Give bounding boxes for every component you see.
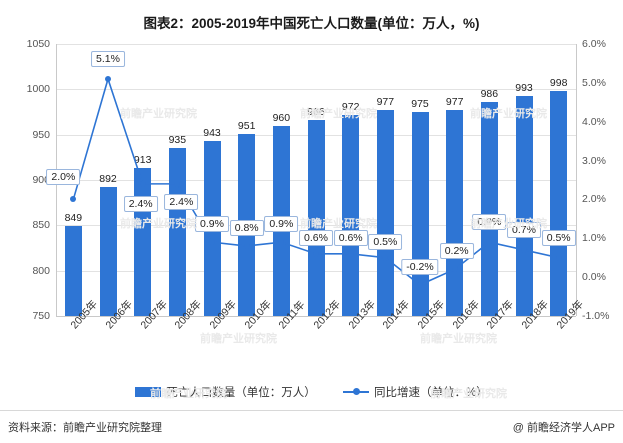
- bar-value-label: 892: [99, 173, 117, 186]
- y-axis-tick-right: -1.0%: [582, 310, 610, 322]
- line-value-callout: 0.9%: [195, 216, 229, 233]
- line-data-point[interactable]: [382, 254, 389, 261]
- bar-value-label: 951: [237, 119, 256, 132]
- bar-value-label: 975: [411, 98, 429, 110]
- line-data-point[interactable]: [105, 75, 111, 82]
- legend-bar-swatch: [135, 387, 162, 397]
- line-value-callout: 0.6%: [299, 229, 333, 246]
- bar[interactable]: [480, 102, 498, 316]
- footer-divider: [0, 410, 623, 411]
- y-axis-tick-left: 900: [32, 174, 50, 186]
- watermark: 前瞻产业研究院: [200, 333, 277, 345]
- line-data-point[interactable]: [521, 246, 527, 253]
- line-value-callout: 0.9%: [264, 216, 299, 233]
- y-axis-right: [576, 44, 577, 316]
- gridline: [56, 89, 576, 91]
- line-data-point[interactable]: [278, 239, 285, 246]
- bar-value-label: 960: [272, 111, 291, 124]
- line-value-callout: 0.9%: [472, 214, 507, 231]
- y-axis-tick-right: 3.0%: [582, 154, 606, 167]
- bar[interactable]: [376, 110, 394, 316]
- line-value-callout: 2.4%: [164, 193, 199, 210]
- legend-item-bar: 死亡人口数量（单位：万人）: [135, 384, 316, 400]
- line-value-callout: 2.4%: [123, 195, 158, 212]
- bar-value-label: 966: [307, 106, 325, 119]
- bar-value-label: 943: [203, 127, 221, 139]
- bar-value-label: 935: [168, 134, 187, 147]
- line-data-point[interactable]: [313, 250, 319, 257]
- line-value-callout: 0.2%: [439, 243, 474, 260]
- y-axis-tick-left: 750: [32, 310, 50, 322]
- line-data-point[interactable]: [139, 180, 146, 187]
- bar-value-label: 993: [515, 81, 533, 94]
- watermark: 前瞻产业研究院: [420, 333, 497, 345]
- bar-value-label: 986: [480, 88, 499, 101]
- line-data-point[interactable]: [174, 180, 181, 187]
- line-value-callout: 2.0%: [46, 169, 81, 186]
- line-value-callout: 0.7%: [507, 221, 541, 238]
- y-axis-tick-right: 1.0%: [582, 232, 606, 245]
- bar[interactable]: [550, 91, 568, 316]
- bar-value-label: 972: [341, 100, 360, 113]
- line-data-point[interactable]: [209, 239, 215, 246]
- y-axis-tick-left: 950: [32, 128, 50, 141]
- brand-note: @ 前瞻经济学人APP: [512, 422, 615, 434]
- bar-value-label: 998: [549, 77, 568, 90]
- legend-line-swatch: [342, 387, 369, 397]
- bar[interactable]: [99, 187, 117, 316]
- page-title: 图表2：2005-2019年中国死亡人口数量(单位：万人，%): [143, 16, 480, 31]
- x-axis: [56, 316, 576, 317]
- line-data-point[interactable]: [243, 243, 250, 250]
- legend-bar-label: 死亡人口数量（单位：万人）: [166, 387, 316, 399]
- bar-value-label: 913: [133, 154, 152, 167]
- line-value-callout: -0.2%: [401, 258, 439, 275]
- line-data-point[interactable]: [347, 250, 354, 257]
- gridline: [56, 44, 576, 45]
- bar[interactable]: [64, 226, 82, 316]
- y-axis-tick-left: 1000: [26, 83, 50, 96]
- y-axis-tick-left: 800: [32, 264, 50, 277]
- y-axis-tick-right: 4.0%: [582, 115, 606, 128]
- line-data-point[interactable]: [486, 239, 493, 246]
- bar-value-label: 977: [376, 96, 395, 109]
- line-value-callout: 0.8%: [229, 220, 264, 237]
- line-value-callout: 0.6%: [333, 229, 368, 246]
- y-axis-tick-left: 850: [32, 219, 50, 232]
- line-value-callout: 5.1%: [91, 50, 125, 67]
- y-axis-tick-right: 5.0%: [582, 76, 606, 89]
- line-value-callout: 0.5%: [541, 229, 576, 246]
- line-data-point[interactable]: [417, 281, 423, 288]
- bar-value-label: 977: [445, 96, 464, 109]
- y-axis-tick-right: 6.0%: [582, 38, 606, 50]
- chart-legend: 死亡人口数量（单位：万人） 同比增速（单位：%）: [0, 384, 623, 400]
- bar[interactable]: [307, 120, 325, 316]
- growth-line: [72, 76, 559, 286]
- line-data-point[interactable]: [70, 196, 77, 203]
- bar-value-label: 849: [64, 212, 83, 225]
- bar[interactable]: [446, 110, 464, 316]
- line-data-point[interactable]: [451, 266, 458, 273]
- plot-area: 750 800 850 900 950 1000 1050 -1.0% 0.0% 1.0% 2.0%…: [27, 38, 610, 331]
- y-axis-tick-right: 2.0%: [582, 193, 606, 206]
- y-axis-tick-left: 1050: [26, 38, 50, 50]
- bar[interactable]: [342, 114, 360, 316]
- line-value-callout: 0.5%: [368, 233, 403, 250]
- legend-line-label: 同比增速（单位：%）: [373, 387, 488, 399]
- line-data-point[interactable]: [555, 254, 562, 261]
- bar[interactable]: [515, 95, 533, 316]
- legend-item-line: 同比增速（单位：%）: [342, 384, 488, 400]
- source-note: 资料来源：前瞻产业研究院整理: [8, 422, 162, 434]
- y-axis-tick-right: 0.0%: [582, 271, 606, 284]
